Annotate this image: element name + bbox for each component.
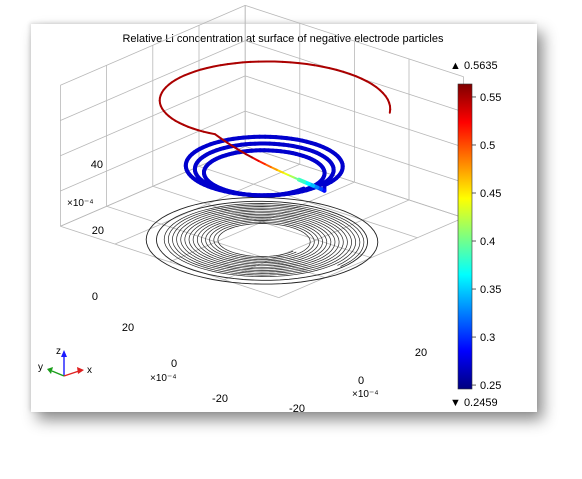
z-tick-40: 40 xyxy=(91,159,103,171)
spiral-tube xyxy=(158,60,392,198)
spiral-segment xyxy=(342,70,351,75)
spiral-segment xyxy=(220,137,229,144)
z-scale-label: ×10⁻⁴ xyxy=(67,198,94,209)
axis-triad: z x y xyxy=(38,346,92,377)
spiral-segment xyxy=(214,133,222,140)
triad-z-label: z xyxy=(56,346,61,357)
spiral-segment xyxy=(219,63,229,67)
grid-line xyxy=(278,217,464,298)
z-tick-20: 20 xyxy=(92,225,104,237)
spiral-segment xyxy=(199,67,209,71)
spiral-segment xyxy=(234,61,244,65)
spiral-segment xyxy=(297,62,308,65)
colorbar-max-label: ▲ 0.5635 xyxy=(450,60,498,72)
triad-y-arrow xyxy=(51,370,65,377)
colorbar xyxy=(457,83,473,390)
y-tick-20: 20 xyxy=(122,322,134,334)
spiral-segment xyxy=(335,68,345,73)
triad-y-head xyxy=(47,367,53,374)
z-tick-0: 0 xyxy=(92,291,98,303)
spiral-segment xyxy=(328,67,338,71)
spiral-segment xyxy=(305,63,316,67)
colorbar-tick-label: 0.25 xyxy=(480,380,501,392)
spiral-segment xyxy=(194,68,202,73)
spiral-segment xyxy=(269,166,278,171)
outline-outer-circle xyxy=(145,197,379,285)
outline-spiral-inner xyxy=(163,203,365,277)
spiral-segment xyxy=(348,72,357,78)
grid-line xyxy=(60,225,279,298)
chart-title: Relative Li concentration at surface of … xyxy=(122,33,444,45)
spiral-segment xyxy=(281,171,290,176)
grid-line xyxy=(224,199,410,281)
spiral-outline xyxy=(145,197,379,285)
spiral-segment xyxy=(281,60,292,64)
spiral-segment xyxy=(257,159,266,165)
outline-inner-circle xyxy=(155,200,369,281)
triad-y-label: y xyxy=(38,362,43,373)
colorbar-ticks: 0.55 0.5 0.45 0.4 0.35 0.3 0.25 xyxy=(472,92,501,392)
spiral-segment xyxy=(226,141,235,148)
spiral-segment xyxy=(263,163,272,168)
x-scale-label: ×10⁻⁴ xyxy=(352,389,379,400)
colorbar-tick-label: 0.55 xyxy=(480,92,501,104)
spiral-segment xyxy=(275,168,284,174)
spiral-segment xyxy=(313,64,324,68)
colorbar-tick-label: 0.45 xyxy=(480,188,501,200)
x-tick-neg20: -20 xyxy=(289,403,305,415)
triad-x-head xyxy=(77,367,84,374)
spiral-segment xyxy=(212,64,222,68)
x-tick-20: 20 xyxy=(415,347,427,359)
y-tick-0: 0 xyxy=(171,358,177,370)
triad-z-head xyxy=(61,350,67,357)
spiral-segment xyxy=(206,65,215,69)
spiral-segment xyxy=(321,65,331,70)
y-scale-label: ×10⁻⁴ xyxy=(150,373,177,384)
colorbar-tick-label: 0.35 xyxy=(480,284,501,296)
colorbar-min-label: ▼ 0.2459 xyxy=(450,397,498,409)
colorbar-tick-label: 0.4 xyxy=(480,236,495,248)
y-tick-neg20: -20 xyxy=(212,393,228,405)
spiral-segment xyxy=(241,60,252,64)
spiral-segment xyxy=(226,62,237,66)
spiral-segment xyxy=(244,153,254,159)
spiral-segment xyxy=(289,61,300,65)
spiral-segment xyxy=(232,145,241,152)
spiral-segment xyxy=(238,149,247,156)
spiral-segment xyxy=(251,156,260,162)
outline-spiral xyxy=(167,204,361,276)
spiral-segment xyxy=(354,75,363,80)
colorbar-tick-label: 0.3 xyxy=(480,332,495,344)
x-tick-0: 0 xyxy=(358,375,364,387)
triad-x-label: x xyxy=(87,365,92,376)
triad-x-arrow xyxy=(63,370,80,377)
colorbar-tick-label: 0.5 xyxy=(480,140,495,152)
